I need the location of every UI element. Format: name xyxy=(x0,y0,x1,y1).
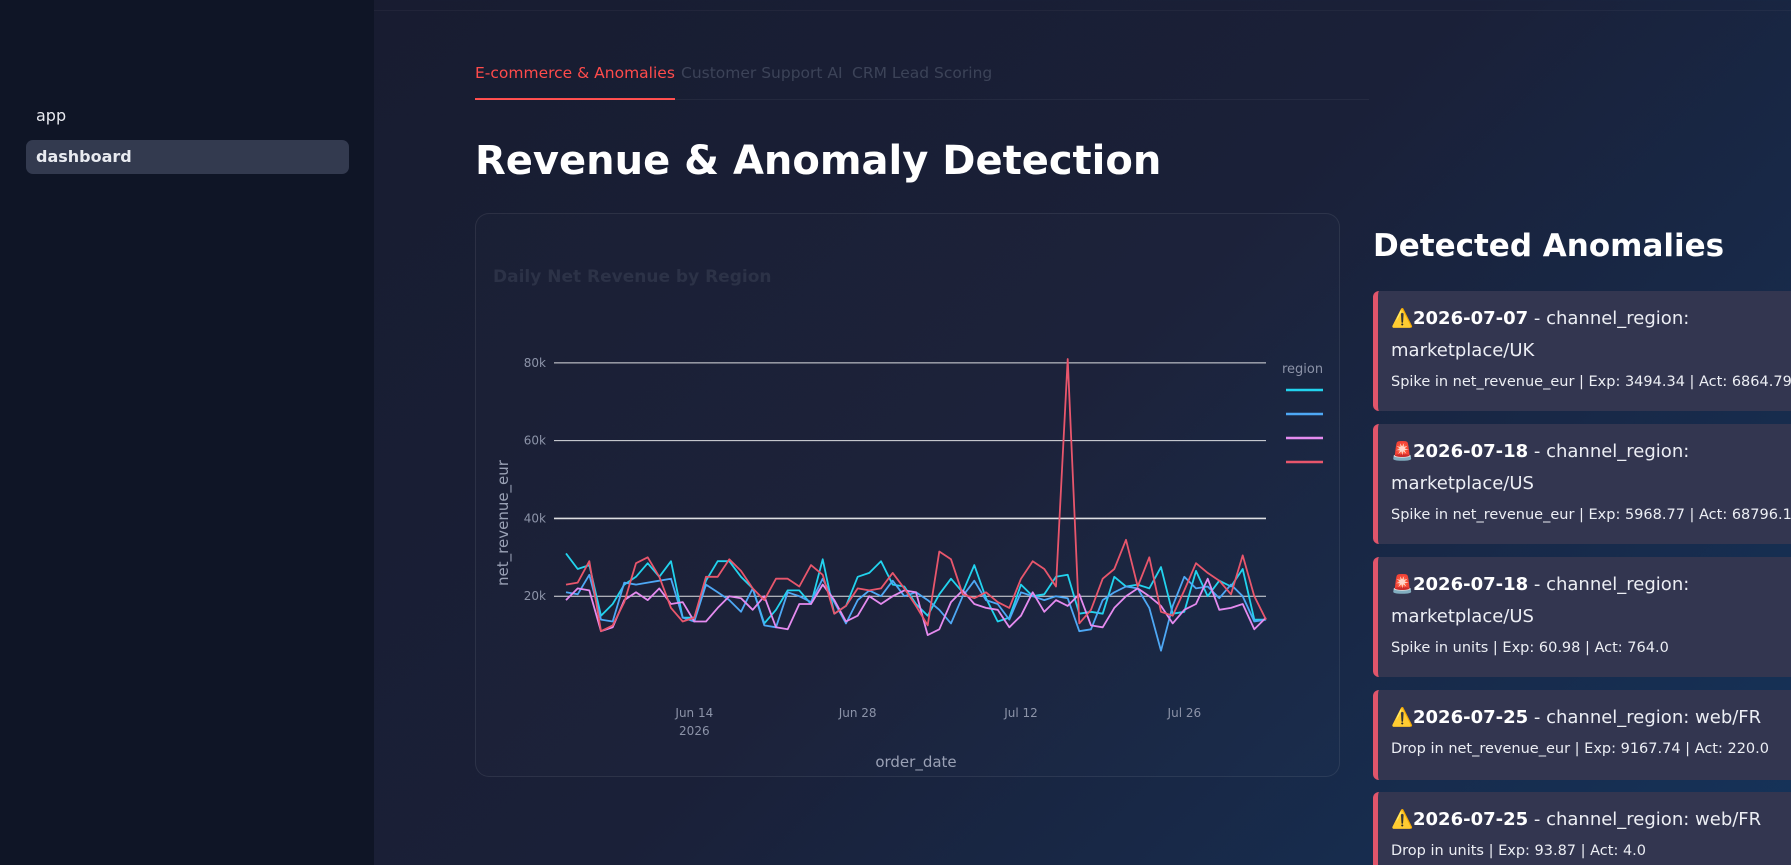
sidebar: app dashboard xyxy=(0,0,374,865)
siren-icon: 🚨 xyxy=(1391,574,1414,595)
anomaly-date: 2026-07-18 xyxy=(1413,574,1529,595)
anomaly-region: marketplace/US xyxy=(1391,606,1534,627)
revenue-chart-card: Daily Net Revenue by Region 20k 40k 60k 80k J… xyxy=(475,213,1340,777)
anomaly-heading: ⚠️2026-07-07 - channel_region: marketplac… xyxy=(1391,303,1791,367)
tab-crm-lead-scoring[interactable]: CRM Lead Scoring xyxy=(852,64,993,82)
x-axis-label: order_date xyxy=(875,753,956,772)
anomaly-heading: ⚠️2026-07-25 - channel_region: web/FR xyxy=(1391,702,1791,734)
series-line xyxy=(565,358,1267,633)
anomaly-channel: - channel_region: web/FR xyxy=(1528,809,1762,830)
tab-ecommerce-anomalies[interactable]: E-commerce & Anomalies xyxy=(475,64,675,100)
anomaly-card: 🚨2026-07-18 - channel_region: marketplace… xyxy=(1373,557,1791,677)
x-tick-label: Jun 14 xyxy=(674,706,713,720)
revenue-line-chart[interactable]: Daily Net Revenue by Region 20k 40k 60k 80k J… xyxy=(476,214,1341,778)
series-line xyxy=(565,552,1266,625)
warning-icon: ⚠️ xyxy=(1391,308,1414,329)
anomaly-card: 🚨2026-07-18 - channel_region: marketplace… xyxy=(1373,424,1791,544)
anomaly-detail: Spike in net_revenue_eur | Exp: 3494.34 … xyxy=(1391,374,1791,390)
x-tick-label: Jun 28 xyxy=(838,706,877,720)
anomaly-detail: Drop in net_revenue_eur | Exp: 9167.74 |… xyxy=(1391,741,1769,757)
tab-customer-support-ai[interactable]: Customer Support AI xyxy=(681,64,843,82)
anomaly-channel: - channel_region: xyxy=(1528,308,1690,329)
x-tick-label: Jul 12 xyxy=(1003,706,1038,720)
anomaly-card: ⚠️2026-07-25 - channel_region: web/FR Dr… xyxy=(1373,792,1791,865)
anomaly-detail: Spike in units | Exp: 60.98 | Act: 764.0 xyxy=(1391,640,1669,656)
anomaly-channel: - channel_region: xyxy=(1528,574,1690,595)
header-divider xyxy=(374,10,1791,11)
tabs-divider xyxy=(475,99,1369,100)
y-tick-label: 80k xyxy=(524,356,546,370)
x-tick-sublabel: 2026 xyxy=(679,724,710,738)
warning-icon: ⚠️ xyxy=(1391,707,1414,728)
anomaly-channel: - channel_region: xyxy=(1528,441,1690,462)
anomaly-card: ⚠️2026-07-07 - channel_region: marketplac… xyxy=(1373,291,1791,411)
series-line xyxy=(565,573,1267,652)
sidebar-item-dashboard[interactable]: dashboard xyxy=(26,140,349,174)
y-axis-label: net_revenue_eur xyxy=(494,459,513,586)
anomaly-heading: ⚠️2026-07-25 - channel_region: web/FR xyxy=(1391,804,1791,836)
page-title: Revenue & Anomaly Detection xyxy=(475,138,1162,184)
legend-title: region xyxy=(1282,362,1323,377)
y-tick-label: 20k xyxy=(524,589,546,603)
anomaly-channel: - channel_region: web/FR xyxy=(1528,707,1762,728)
anomaly-detail: Spike in net_revenue_eur | Exp: 5968.77 … xyxy=(1391,507,1791,523)
series-line xyxy=(565,577,1267,637)
anomaly-heading: 🚨2026-07-18 - channel_region: marketplace… xyxy=(1391,569,1791,633)
anomaly-detail: Drop in units | Exp: 93.87 | Act: 4.0 xyxy=(1391,843,1647,859)
anomaly-date: 2026-07-25 xyxy=(1413,809,1529,830)
warning-icon: ⚠️ xyxy=(1391,809,1414,830)
anomaly-region: marketplace/UK xyxy=(1391,340,1535,361)
sidebar-item-app[interactable]: app xyxy=(36,106,67,125)
anomalies-title: Detected Anomalies xyxy=(1373,228,1725,264)
siren-icon: 🚨 xyxy=(1391,441,1414,462)
anomaly-date: 2026-07-18 xyxy=(1413,441,1529,462)
chart-title: Daily Net Revenue by Region xyxy=(493,267,772,287)
x-tick-label: Jul 26 xyxy=(1167,706,1202,720)
anomaly-heading: 🚨2026-07-18 - channel_region: marketplace… xyxy=(1391,436,1791,500)
y-tick-label: 60k xyxy=(524,434,546,448)
anomaly-date: 2026-07-07 xyxy=(1413,308,1529,329)
y-tick-label: 40k xyxy=(524,511,546,525)
anomaly-region: marketplace/US xyxy=(1391,473,1534,494)
anomaly-card: ⚠️2026-07-25 - channel_region: web/FR Dr… xyxy=(1373,690,1791,780)
anomaly-date: 2026-07-25 xyxy=(1413,707,1529,728)
